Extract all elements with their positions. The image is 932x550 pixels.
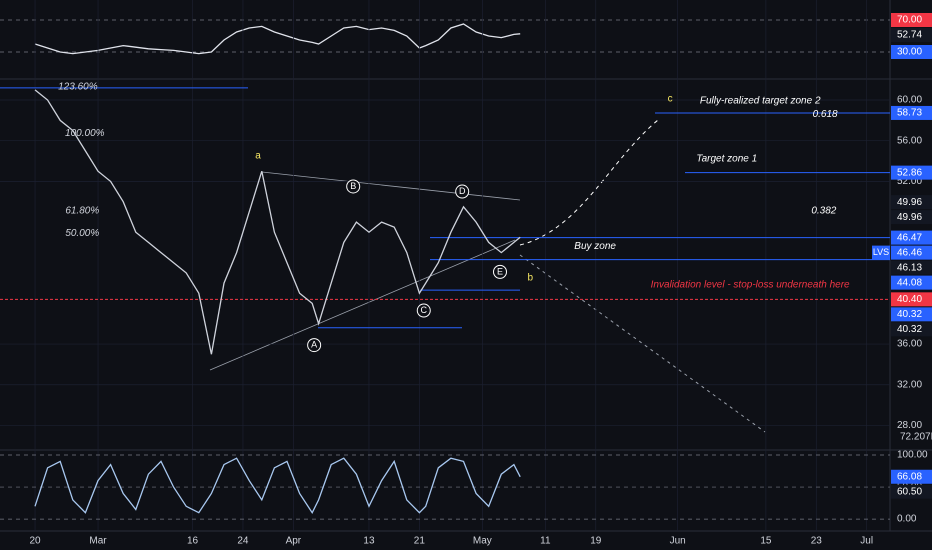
price-tag-label: 52.74 (897, 30, 922, 41)
price-tag (891, 195, 932, 210)
wave-label: B (350, 181, 356, 191)
price-tag-label: 44.08 (897, 277, 922, 288)
y-tick-label: 52.00 (897, 176, 922, 187)
annotation: c (668, 94, 673, 105)
price-tag (891, 165, 932, 180)
y-tick-label: 60.00 (897, 95, 922, 106)
wave-label: D (459, 186, 466, 196)
price-tag (891, 307, 932, 322)
wave-marker (493, 264, 508, 279)
y-tick-label: 0.00 (897, 514, 917, 525)
x-tick-label: Mar (89, 536, 107, 547)
price-tag (891, 322, 932, 337)
price-tag-label: 49.96 (897, 197, 922, 208)
price-tag-label: 58.73 (897, 108, 922, 119)
price-tag-label: 52.86 (897, 167, 922, 178)
x-tick-label: 11 (540, 536, 551, 547)
x-tick-label: 13 (363, 536, 375, 547)
x-tick-label: 23 (811, 536, 823, 547)
x-tick-label: May (473, 536, 492, 547)
price-tag-label: 40.32 (897, 309, 922, 320)
ticker-tag (872, 245, 890, 260)
trend-line (261, 171, 521, 201)
price-tag (891, 469, 932, 484)
price-tag-label: 49.96 (897, 212, 922, 223)
annotation: a (255, 151, 261, 162)
wave-marker (307, 338, 322, 353)
price-tag-label: 46.13 (897, 262, 922, 273)
price-tag (891, 28, 932, 42)
price-tag-label: 66.08 (897, 471, 922, 482)
x-tick-label: Jul (860, 536, 873, 547)
ticker-label: LVS (873, 247, 889, 257)
x-tick-label: 15 (760, 536, 772, 547)
trend-line (209, 239, 516, 371)
annotation: b (527, 273, 533, 284)
wave-marker (416, 303, 431, 318)
wave-label: A (311, 339, 317, 349)
series-line (34, 89, 521, 355)
price-tag (891, 45, 932, 59)
x-tick-label: 16 (187, 536, 199, 547)
wave-marker (455, 184, 470, 199)
price-tag (891, 13, 932, 27)
x-tick-label: 24 (237, 536, 249, 547)
x-tick-label: 20 (29, 536, 41, 547)
y-tick-label: 100.00 (897, 450, 928, 461)
annotation: 61.80% (65, 206, 99, 217)
price-tag (891, 484, 932, 499)
x-tick-label: Apr (286, 536, 302, 547)
price-tag (891, 275, 932, 290)
price-tag (891, 292, 932, 307)
wave-label: C (421, 305, 428, 315)
annotation: Buy zone (574, 241, 616, 252)
price-tag (891, 210, 932, 225)
annotation: Target zone 1 (696, 154, 757, 165)
price-tag-label: 46.47 (897, 232, 922, 243)
price-tag-label: 70.00 (897, 15, 922, 26)
y-tick-label: 36.00 (897, 339, 922, 350)
price-tag (891, 260, 932, 275)
x-tick-label: 19 (590, 536, 602, 547)
price-tag-label: 46.46 (897, 247, 922, 258)
x-tick-label: Jun (670, 536, 686, 547)
volume-label: 72.207K (900, 432, 932, 443)
annotation: 50.00% (65, 228, 99, 239)
annotation: 0.382 (811, 206, 836, 217)
wave-label: E (497, 266, 503, 276)
series-line (34, 457, 521, 515)
price-tag-label: 30.00 (897, 47, 922, 58)
annotation: 123.60% (58, 81, 98, 92)
y-tick-label: 32.00 (897, 379, 922, 390)
price-tag-label: 40.40 (897, 294, 922, 305)
x-tick-label: 21 (414, 536, 426, 547)
annotation: Invalidation level - stop-loss underneat… (651, 280, 850, 291)
y-tick-label: 28.00 (897, 420, 922, 431)
price-tag-label: 60.50 (897, 486, 922, 497)
price-tag (891, 245, 932, 260)
wave-marker (346, 179, 361, 194)
annotation: Fully-realized target zone 2 (700, 96, 821, 107)
price-tag (891, 105, 932, 120)
annotation: 100.00% (65, 128, 105, 139)
series-line (34, 23, 521, 55)
price-tag-label: 40.32 (897, 324, 922, 335)
price-tag (891, 230, 932, 245)
annotation: 0.618 (813, 109, 838, 120)
y-tick-label: 56.00 (897, 135, 922, 146)
projection-arrow (519, 254, 766, 433)
